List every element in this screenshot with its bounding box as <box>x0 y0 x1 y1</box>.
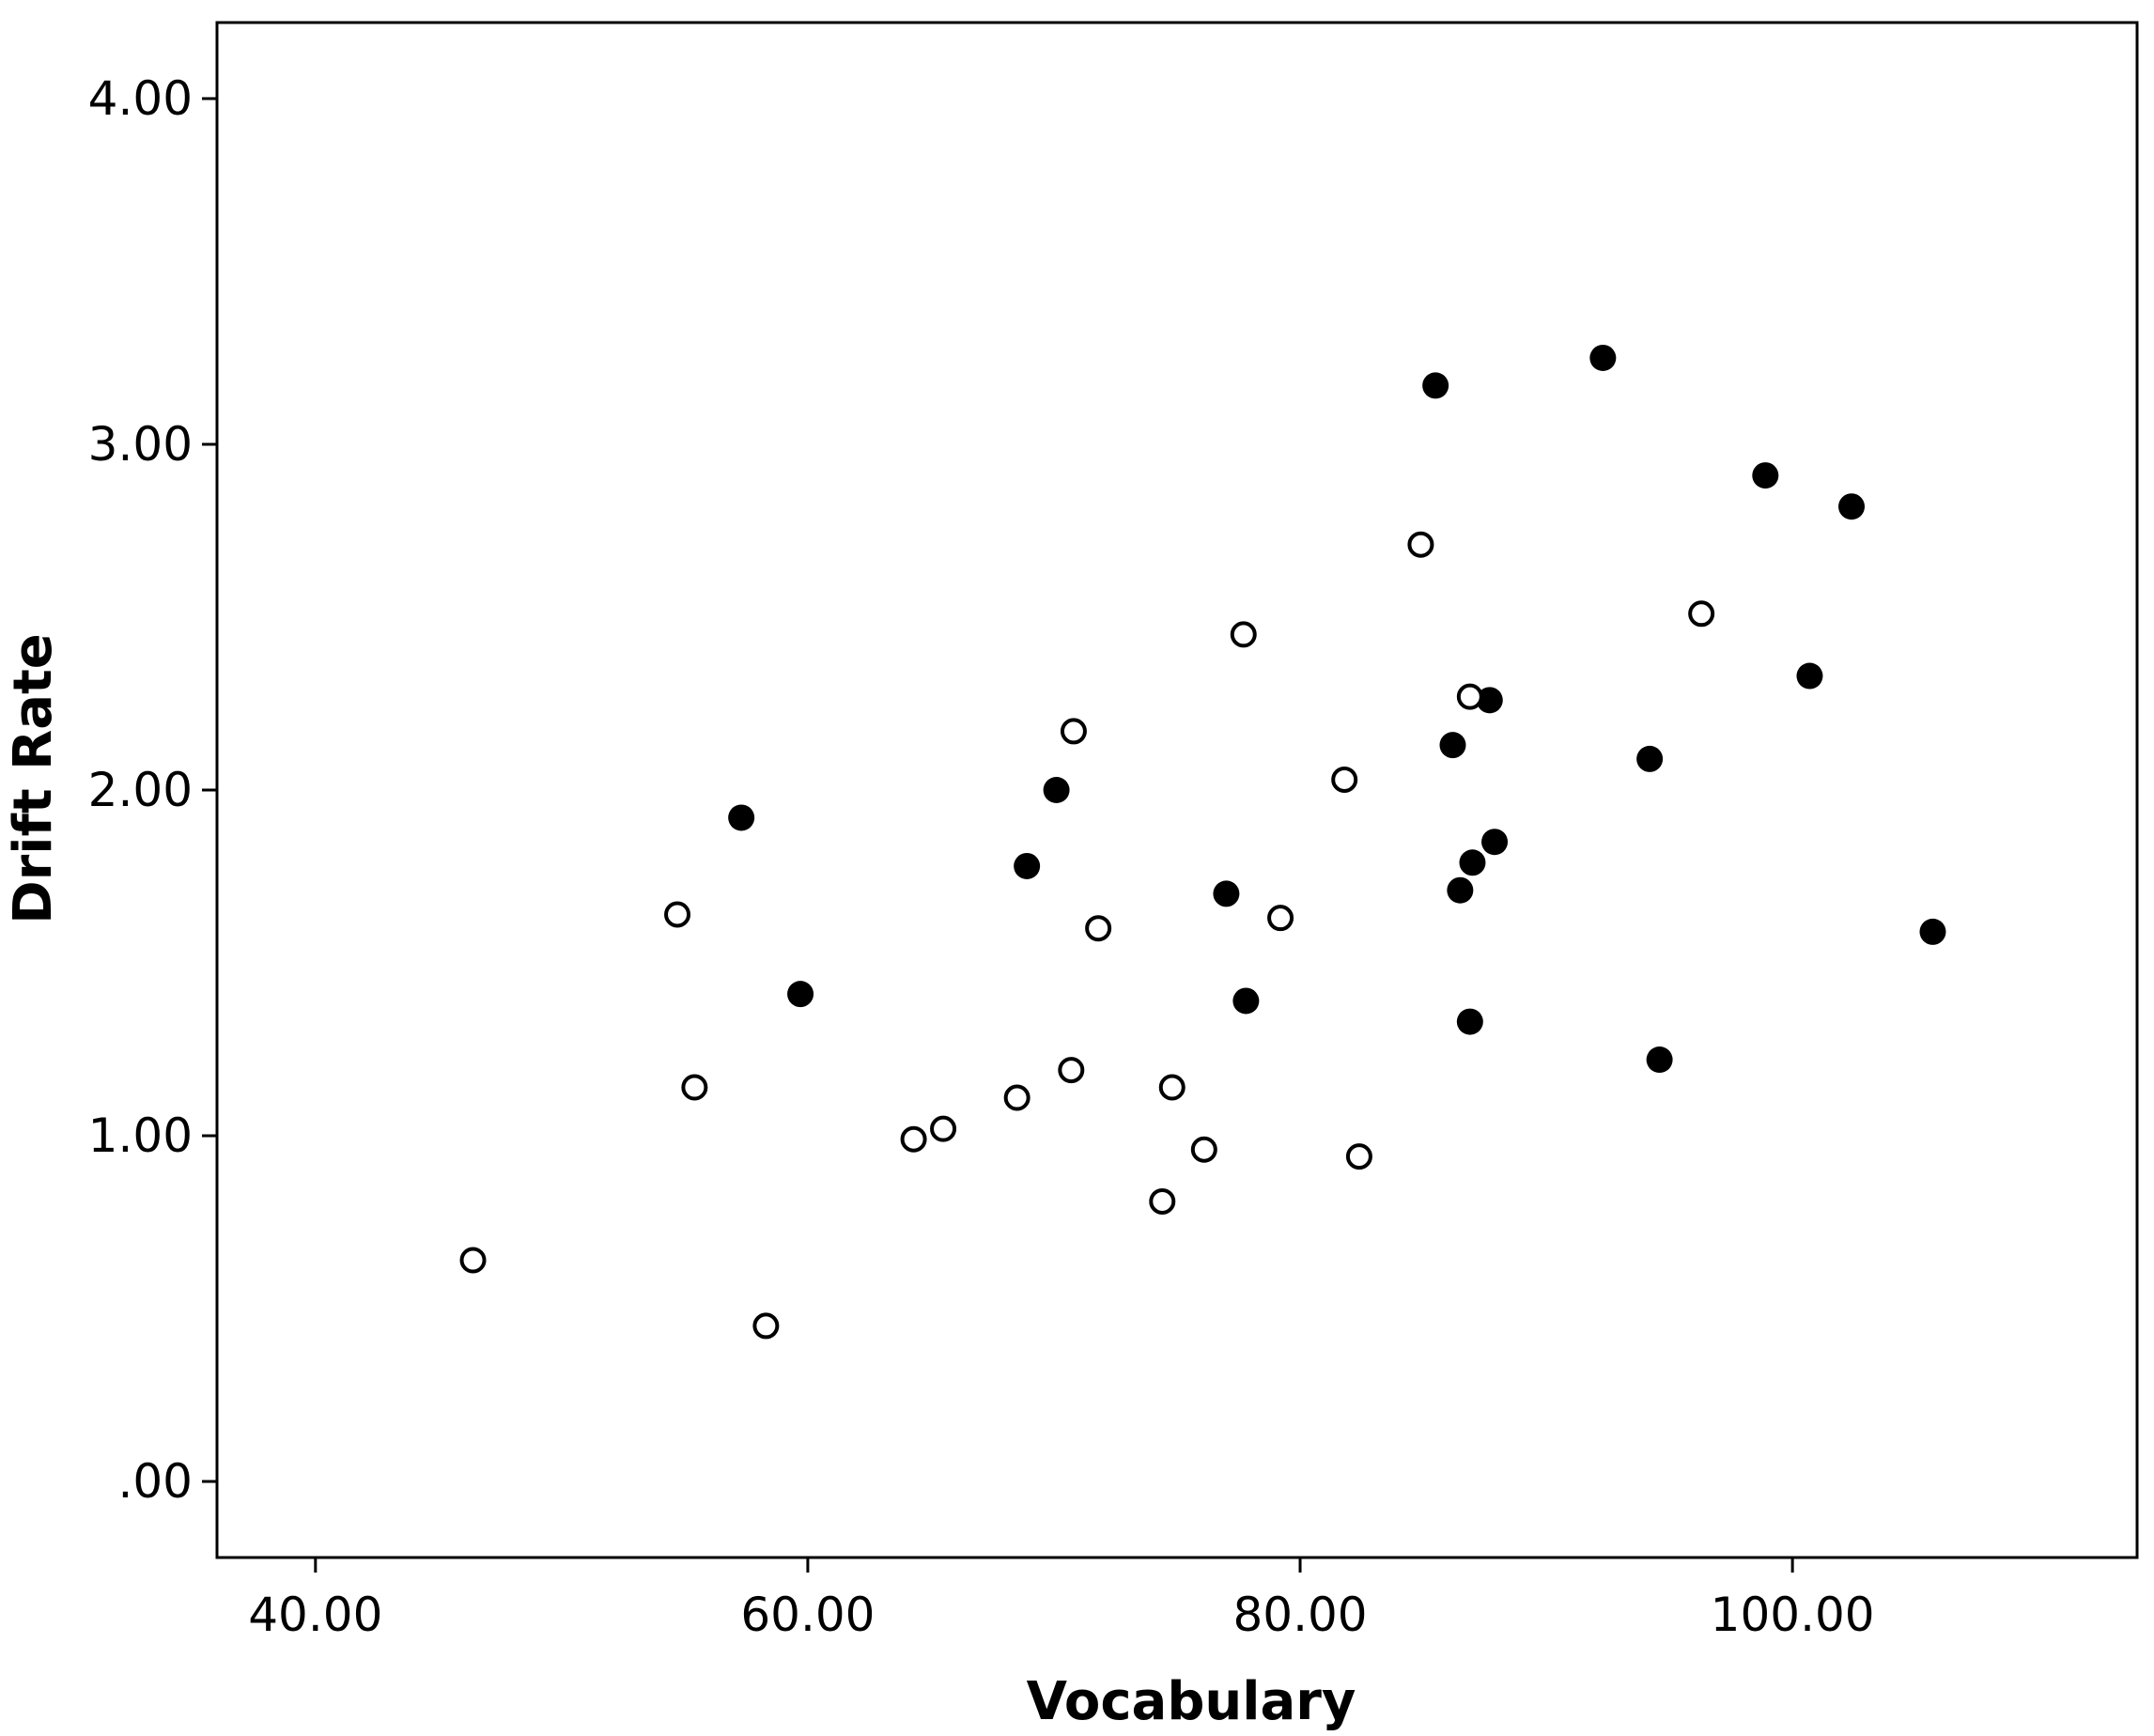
data-point-open <box>1456 683 1483 710</box>
data-point-filled <box>1232 987 1260 1015</box>
data-point-filled <box>1481 829 1509 856</box>
data-point-open <box>1688 600 1715 628</box>
plot-frame <box>215 21 2139 1559</box>
y-tick-label: .00 <box>117 1454 193 1509</box>
data-point-filled <box>1422 372 1449 399</box>
data-point-filled <box>1838 493 1866 520</box>
x-tick-label: 80.00 <box>1232 1588 1367 1642</box>
data-point-filled <box>1476 687 1503 714</box>
data-point-filled <box>787 981 814 1008</box>
y-tick-label: 3.00 <box>88 417 193 472</box>
x-tick-label: 60.00 <box>740 1588 875 1642</box>
data-point-filled <box>1459 849 1486 876</box>
data-point-open <box>681 1074 708 1101</box>
data-point-open <box>1407 531 1434 558</box>
data-point-filled <box>1646 1046 1673 1074</box>
data-point-filled <box>1752 462 1779 489</box>
data-point-open <box>752 1312 780 1340</box>
data-point-filled <box>728 804 755 831</box>
data-point-filled <box>1919 918 1946 945</box>
y-tick-label: 1.00 <box>88 1108 193 1163</box>
data-point-open <box>1158 1074 1185 1101</box>
x-axis-title: Vocabulary <box>1027 1671 1356 1732</box>
data-point-filled <box>1456 1008 1483 1035</box>
data-point-open <box>459 1247 487 1274</box>
data-point-filled <box>1447 876 1474 904</box>
y-axis-title: Drift Rate <box>3 633 64 924</box>
data-point-filled <box>1796 662 1823 690</box>
y-axis-ticks: .00 1.00 2.00 3.00 4.00 <box>88 71 217 1509</box>
data-point-open <box>1230 621 1257 648</box>
data-point-filled <box>1439 732 1466 759</box>
data-point-open <box>1058 1057 1085 1084</box>
data-point-open <box>1267 905 1294 932</box>
data-point-open <box>1060 718 1087 745</box>
y-tick-label: 2.00 <box>88 763 193 817</box>
data-point-open <box>664 901 691 928</box>
data-point-filled <box>1589 344 1617 371</box>
data-point-open <box>1085 915 1112 942</box>
data-point-filled <box>1636 745 1664 772</box>
data-point-filled <box>1213 880 1240 907</box>
data-point-open <box>1003 1084 1031 1111</box>
x-axis-ticks: 40.00 60.00 80.00 100.00 <box>248 1558 1875 1642</box>
data-point-open <box>1190 1136 1217 1163</box>
y-tick-label: 4.00 <box>88 71 193 126</box>
x-tick-label: 40.00 <box>248 1588 382 1642</box>
data-point-filled <box>1043 777 1070 803</box>
data-point-filled <box>1014 852 1041 879</box>
data-point-open <box>1345 1143 1372 1170</box>
data-point-open <box>1331 766 1358 793</box>
data-point-open <box>1149 1187 1176 1215</box>
x-tick-label: 100.00 <box>1711 1588 1875 1642</box>
data-point-open <box>930 1115 957 1142</box>
data-points <box>459 344 1946 1340</box>
data-point-open <box>900 1125 927 1153</box>
